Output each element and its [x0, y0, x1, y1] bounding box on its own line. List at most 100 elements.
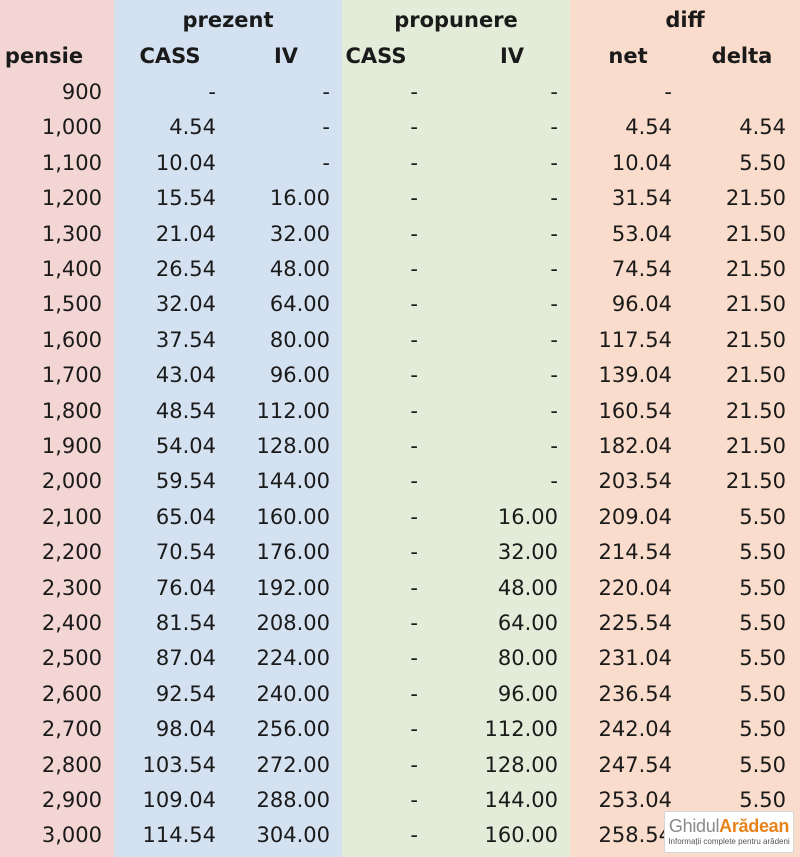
group-header-row: prezent propunere diff	[0, 2, 800, 38]
cell-net: 203.54	[598, 469, 672, 494]
cell-prezent-iv: -	[322, 115, 330, 140]
cell-propunere-iv: -	[550, 398, 558, 423]
cell-delta: 5.50	[739, 681, 786, 706]
cell-propunere-iv: -	[550, 363, 558, 388]
cell-pensie: 2,100	[41, 504, 102, 529]
cell-pensie: 1,500	[41, 292, 102, 317]
cell-net: 182.04	[598, 434, 672, 458]
cell-net: 117.54	[598, 327, 672, 352]
table-row: 2,500 87.04 224.00 - 80.00 231.04 5.50	[0, 641, 800, 676]
cell-prezent-iv: 112.00	[256, 398, 330, 423]
cell-prezent-iv: 160.00	[256, 504, 330, 529]
cell-net: -	[664, 80, 672, 104]
cell-propunere-iv: -	[550, 327, 558, 352]
cell-delta: 5.50	[739, 575, 786, 600]
cell-net: 74.54	[611, 257, 672, 281]
cell-pensie: 2,000	[41, 469, 102, 494]
cell-prezent-cass: 98.04	[155, 717, 216, 742]
cell-prezent-iv: 128.00	[256, 434, 330, 458]
cell-prezent-cass: 103.54	[142, 752, 216, 777]
cell-propunere-cass: -	[410, 434, 418, 458]
cell-delta: 5.50	[739, 150, 786, 175]
cell-propunere-cass: -	[410, 717, 418, 742]
cell-net: 231.04	[598, 646, 672, 671]
table-row: 2,700 98.04 256.00 - 112.00 242.04 5.50	[0, 712, 800, 747]
cell-propunere-cass: -	[410, 80, 418, 104]
prezent-column-band	[114, 0, 342, 857]
cell-delta: 5.50	[739, 717, 786, 742]
table-row: 1,400 26.54 48.00 - - 74.54 21.50	[0, 252, 800, 287]
cell-net: 214.54	[598, 540, 672, 565]
cell-propunere-cass: -	[410, 752, 418, 777]
cell-net: 242.04	[598, 717, 672, 742]
cell-prezent-iv: 176.00	[256, 540, 330, 565]
cell-propunere-cass: -	[410, 611, 418, 635]
cell-prezent-iv: 304.00	[256, 823, 330, 848]
cell-net: 160.54	[598, 398, 672, 423]
cell-delta: 21.50	[725, 186, 786, 211]
cell-delta: 21.50	[725, 292, 786, 317]
cell-prezent-iv: 96.00	[269, 363, 330, 388]
cell-propunere-cass: -	[410, 646, 418, 671]
cell-propunere-cass: -	[410, 327, 418, 352]
table-row: 1,000 4.54 - - - 4.54 4.54	[0, 110, 800, 145]
cell-propunere-iv: 144.00	[484, 788, 558, 812]
cell-prezent-cass: 15.54	[155, 186, 216, 211]
cell-prezent-cass: 21.04	[155, 221, 216, 246]
cell-propunere-iv: 160.00	[484, 823, 558, 848]
table-row: 2,000 59.54 144.00 - - 203.54 21.50	[0, 464, 800, 499]
cell-net: 209.04	[598, 504, 672, 529]
cell-delta: 5.50	[739, 646, 786, 671]
cell-propunere-iv: 64.00	[497, 611, 558, 635]
cell-delta: 21.50	[725, 221, 786, 246]
table-row: 2,300 76.04 192.00 - 48.00 220.04 5.50	[0, 571, 800, 606]
header-net: net	[608, 44, 648, 68]
cell-prezent-cass: 10.04	[155, 150, 216, 175]
cell-pensie: 1,900	[41, 434, 102, 458]
cell-prezent-cass: 114.54	[142, 823, 216, 848]
cell-propunere-iv: -	[550, 150, 558, 175]
cell-prezent-iv: 224.00	[256, 646, 330, 671]
cell-pensie: 2,700	[41, 717, 102, 742]
table-row: 1,700 43.04 96.00 - - 139.04 21.50	[0, 358, 800, 393]
cell-propunere-iv: -	[550, 80, 558, 104]
header-pensie: pensie	[4, 44, 84, 68]
cell-propunere-cass: -	[410, 150, 418, 175]
cell-delta: 4.54	[739, 115, 786, 140]
cell-net: 225.54	[598, 611, 672, 635]
table-row: 1,800 48.54 112.00 - - 160.54 21.50	[0, 394, 800, 429]
cell-propunere-iv: -	[550, 257, 558, 281]
cell-prezent-cass: 109.04	[142, 788, 216, 812]
cell-net: 253.04	[598, 788, 672, 812]
cell-propunere-cass: -	[410, 221, 418, 246]
cell-pensie: 1,800	[41, 398, 102, 423]
cell-prezent-iv: 144.00	[256, 469, 330, 494]
cell-propunere-cass: -	[410, 540, 418, 565]
cell-pensie: 1,600	[41, 327, 102, 352]
cell-net: 139.04	[598, 363, 672, 388]
cell-propunere-cass: -	[410, 398, 418, 423]
cell-delta: 21.50	[725, 327, 786, 352]
cell-pensie: 2,800	[41, 752, 102, 777]
cell-prezent-cass: 37.54	[155, 327, 216, 352]
cell-net: 247.54	[598, 752, 672, 777]
cell-net: 258.54	[598, 823, 672, 848]
cell-prezent-iv: -	[322, 150, 330, 175]
cell-prezent-cass: 54.04	[155, 434, 216, 458]
cell-prezent-iv: 48.00	[269, 257, 330, 281]
cell-propunere-cass: -	[410, 788, 418, 812]
cell-propunere-cass: -	[410, 257, 418, 281]
cell-propunere-iv: 48.00	[497, 575, 558, 600]
table-row: 2,900 109.04 288.00 - 144.00 253.04 5.50	[0, 783, 800, 818]
cell-pensie: 1,400	[41, 257, 102, 281]
group-header-propunere: propunere	[394, 8, 518, 32]
cell-propunere-iv: 96.00	[497, 681, 558, 706]
cell-pensie: 2,300	[41, 575, 102, 600]
table-row: 1,500 32.04 64.00 - - 96.04 21.50	[0, 287, 800, 322]
cell-net: 4.54	[625, 115, 672, 140]
cell-prezent-cass: 59.54	[155, 469, 216, 494]
cell-prezent-cass: 76.04	[155, 575, 216, 600]
cell-propunere-cass: -	[410, 186, 418, 211]
cell-propunere-iv: 128.00	[484, 752, 558, 777]
cell-pensie: 1,100	[41, 150, 102, 175]
